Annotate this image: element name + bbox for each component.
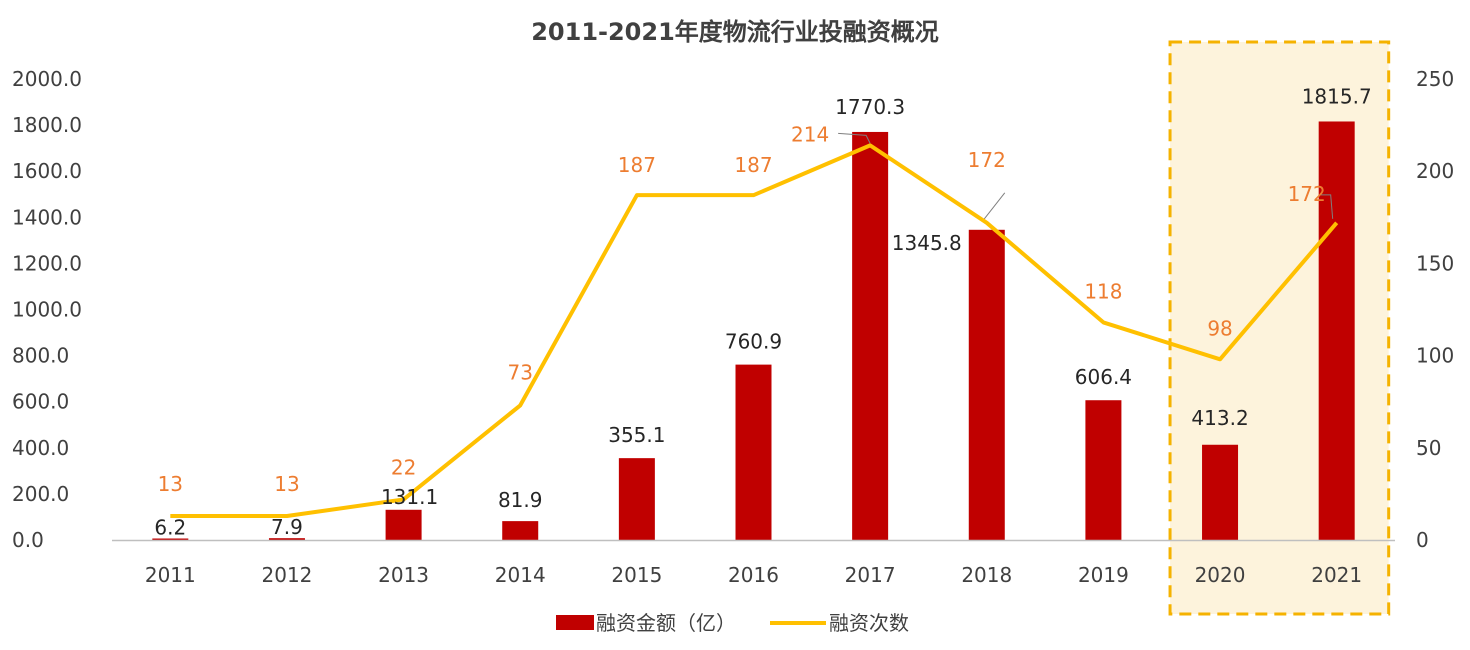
line-data-label: 73 (508, 360, 533, 384)
x-tick-label: 2018 (961, 563, 1012, 587)
bar-2013 (385, 509, 422, 540)
right-tick-label: 50 (1416, 436, 1441, 460)
bar-data-label: 7.9 (271, 515, 303, 539)
bar-2019 (1085, 400, 1122, 540)
bar-data-label: 355.1 (608, 423, 665, 447)
leader-line (838, 132, 871, 144)
x-tick-label: 2013 (378, 563, 429, 587)
legend-label-count: 融资次数 (829, 611, 909, 635)
line-data-label: 98 (1207, 316, 1232, 340)
line-data-label: 187 (734, 153, 772, 177)
bar-2018 (968, 229, 1005, 541)
bar-data-label: 1345.8 (892, 231, 962, 255)
bar-data-label: 81.9 (498, 488, 543, 512)
left-tick-label: 800.0 (12, 344, 69, 368)
line-data-label: 13 (274, 472, 299, 496)
bar-data-label: 1815.7 (1302, 84, 1372, 108)
line-data-label: 22 (391, 455, 416, 479)
left-axis: 0.0 200.0 400.0 600.0 800.0 1000.0 1200.0 1400.… (12, 67, 82, 552)
x-tick-label: 2012 (262, 563, 313, 587)
left-tick-label: 200.0 (12, 482, 69, 506)
line-data-label: 118 (1084, 279, 1122, 303)
right-tick-label: 250 (1416, 67, 1454, 91)
x-tick-label: 2014 (495, 563, 546, 587)
bar-series (152, 121, 1355, 541)
bar-2012 (268, 538, 305, 540)
x-tick-label: 2020 (1195, 563, 1246, 587)
right-axis: 0 50 100 150 200 250 (1416, 67, 1454, 552)
left-tick-label: 1200.0 (12, 251, 82, 275)
x-tick-label: 2015 (611, 563, 662, 587)
left-tick-label: 1800.0 (12, 113, 82, 137)
line-data-label: 214 (791, 122, 829, 146)
left-tick-label: 2000.0 (12, 67, 82, 91)
bar-data-label: 606.4 (1075, 365, 1132, 389)
bar-data-label: 6.2 (154, 516, 186, 540)
leader-lines (838, 132, 1334, 222)
x-tick-label: 2016 (728, 563, 779, 587)
x-tick-label: 2021 (1311, 563, 1362, 587)
bar-2020 (1202, 444, 1239, 540)
left-tick-label: 1600.0 (12, 159, 82, 183)
right-tick-label: 200 (1416, 159, 1454, 183)
bar-2016 (735, 364, 772, 540)
bar-data-label: 131.1 (381, 485, 438, 509)
line-data-label: 172 (1288, 182, 1326, 206)
line-series-count (170, 143, 1339, 519)
right-tick-label: 100 (1416, 344, 1454, 368)
bar-data-label: 1770.3 (835, 95, 905, 119)
x-tick-label: 2011 (145, 563, 196, 587)
line-data-label: 172 (968, 148, 1006, 172)
legend-swatch-amount (556, 615, 594, 630)
bar-2017 (852, 131, 889, 540)
bar-2011 (152, 538, 189, 540)
x-axis-labels: 2011 2012 2013 2014 2015 2016 2017 2018 2019 2020… (145, 563, 1362, 587)
bar-data-labels: 6.2 7.9 131.1 81.9 355.1 760.9 1770.3 1345.8 606… (154, 84, 1371, 539)
left-tick-label: 0.0 (12, 528, 44, 552)
left-tick-label: 600.0 (12, 390, 69, 414)
left-tick-label: 1000.0 (12, 298, 82, 322)
x-tick-label: 2017 (845, 563, 896, 587)
chart-title: 2011-2021年度物流行业投融资概况 (531, 18, 939, 46)
line-data-labels: 13 13 22 73 187 187 214 172 118 98 172 (158, 122, 1326, 496)
left-tick-label: 400.0 (12, 436, 69, 460)
right-tick-label: 150 (1416, 251, 1454, 275)
right-tick-label: 0 (1416, 528, 1429, 552)
legend-label-amount: 融资金额（亿） (596, 611, 736, 635)
left-tick-label: 1400.0 (12, 205, 82, 229)
bar-2021 (1318, 121, 1355, 541)
bar-2015 (618, 458, 655, 540)
line-data-label: 13 (158, 472, 183, 496)
leader-line (1320, 194, 1334, 219)
line-data-label: 187 (618, 153, 656, 177)
bar-data-label: 413.2 (1191, 406, 1248, 430)
bar-data-label: 760.9 (725, 330, 782, 354)
bar-2014 (502, 521, 539, 540)
leader-line (982, 192, 1006, 222)
legend: 融资金额（亿） 融资次数 (556, 611, 909, 635)
x-tick-label: 2019 (1078, 563, 1129, 587)
